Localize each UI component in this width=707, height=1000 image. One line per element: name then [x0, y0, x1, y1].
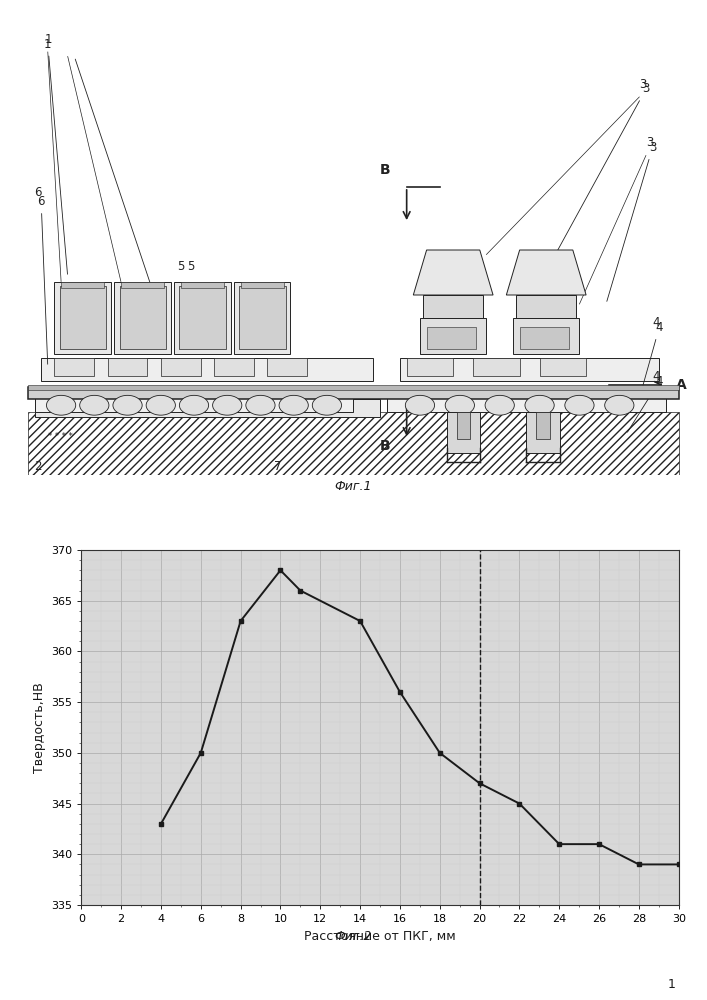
Bar: [513, 318, 580, 354]
Bar: [516, 295, 576, 318]
Bar: [473, 358, 520, 376]
Bar: [234, 282, 291, 354]
Circle shape: [113, 395, 142, 415]
Circle shape: [80, 395, 109, 415]
Bar: [267, 358, 307, 376]
Bar: [407, 358, 453, 376]
Circle shape: [405, 395, 435, 415]
Text: 4: 4: [627, 375, 663, 432]
Bar: [121, 282, 164, 288]
Bar: [520, 326, 569, 349]
Bar: [214, 358, 254, 376]
Text: A: A: [676, 378, 686, 392]
Circle shape: [525, 395, 554, 415]
Text: 4: 4: [640, 321, 663, 396]
Text: 4: 4: [653, 316, 660, 330]
Bar: [41, 358, 373, 380]
Bar: [54, 358, 94, 376]
Bar: [423, 295, 483, 318]
Bar: [28, 385, 679, 389]
Bar: [539, 358, 586, 376]
Text: 6: 6: [35, 186, 42, 199]
Bar: [180, 286, 226, 349]
Circle shape: [279, 395, 308, 415]
Polygon shape: [506, 250, 586, 295]
Circle shape: [312, 395, 341, 415]
Bar: [119, 286, 166, 349]
Circle shape: [146, 395, 175, 415]
Bar: [115, 282, 170, 354]
Bar: [28, 387, 679, 398]
Bar: [526, 412, 559, 452]
Text: 5: 5: [177, 259, 185, 272]
Circle shape: [445, 395, 474, 415]
Text: 1: 1: [44, 37, 67, 274]
Bar: [240, 282, 284, 288]
Bar: [420, 318, 486, 354]
Circle shape: [47, 395, 76, 415]
Circle shape: [604, 395, 634, 415]
Bar: [181, 282, 224, 288]
Text: Фиг.2: Фиг.2: [334, 930, 373, 943]
Text: 3: 3: [607, 141, 656, 301]
Bar: [35, 389, 354, 412]
Text: Фиг.1: Фиг.1: [334, 480, 373, 493]
Bar: [174, 282, 230, 354]
Bar: [457, 412, 469, 439]
Text: 3: 3: [639, 78, 647, 91]
Text: B: B: [380, 439, 391, 453]
Text: 2: 2: [35, 460, 42, 474]
Bar: [447, 412, 480, 452]
Bar: [54, 282, 111, 354]
Bar: [107, 358, 148, 376]
Bar: [61, 282, 105, 288]
Text: 7: 7: [274, 460, 281, 474]
Circle shape: [485, 395, 514, 415]
Text: 5: 5: [187, 260, 194, 273]
Text: 3: 3: [554, 83, 650, 257]
Bar: [537, 412, 549, 439]
Bar: [400, 358, 659, 380]
Bar: [426, 326, 477, 349]
Text: * * * *: * * * *: [48, 432, 73, 441]
Circle shape: [565, 395, 594, 415]
Polygon shape: [414, 250, 493, 295]
Bar: [35, 398, 380, 416]
Text: 6: 6: [37, 195, 47, 364]
X-axis label: Расстояние от ПКГ, мм: Расстояние от ПКГ, мм: [304, 930, 456, 943]
Bar: [60, 286, 106, 349]
Text: B: B: [380, 162, 391, 176]
Text: 1: 1: [45, 33, 52, 46]
Text: 3: 3: [646, 136, 653, 149]
Bar: [160, 358, 201, 376]
Y-axis label: Твердость,НВ: Твердость,НВ: [33, 682, 45, 773]
Circle shape: [213, 395, 242, 415]
Bar: [387, 389, 666, 412]
Bar: [28, 412, 679, 475]
Circle shape: [246, 395, 275, 415]
Bar: [239, 286, 286, 349]
Text: 1: 1: [667, 978, 675, 991]
Circle shape: [180, 395, 209, 415]
Text: 4: 4: [653, 370, 660, 383]
